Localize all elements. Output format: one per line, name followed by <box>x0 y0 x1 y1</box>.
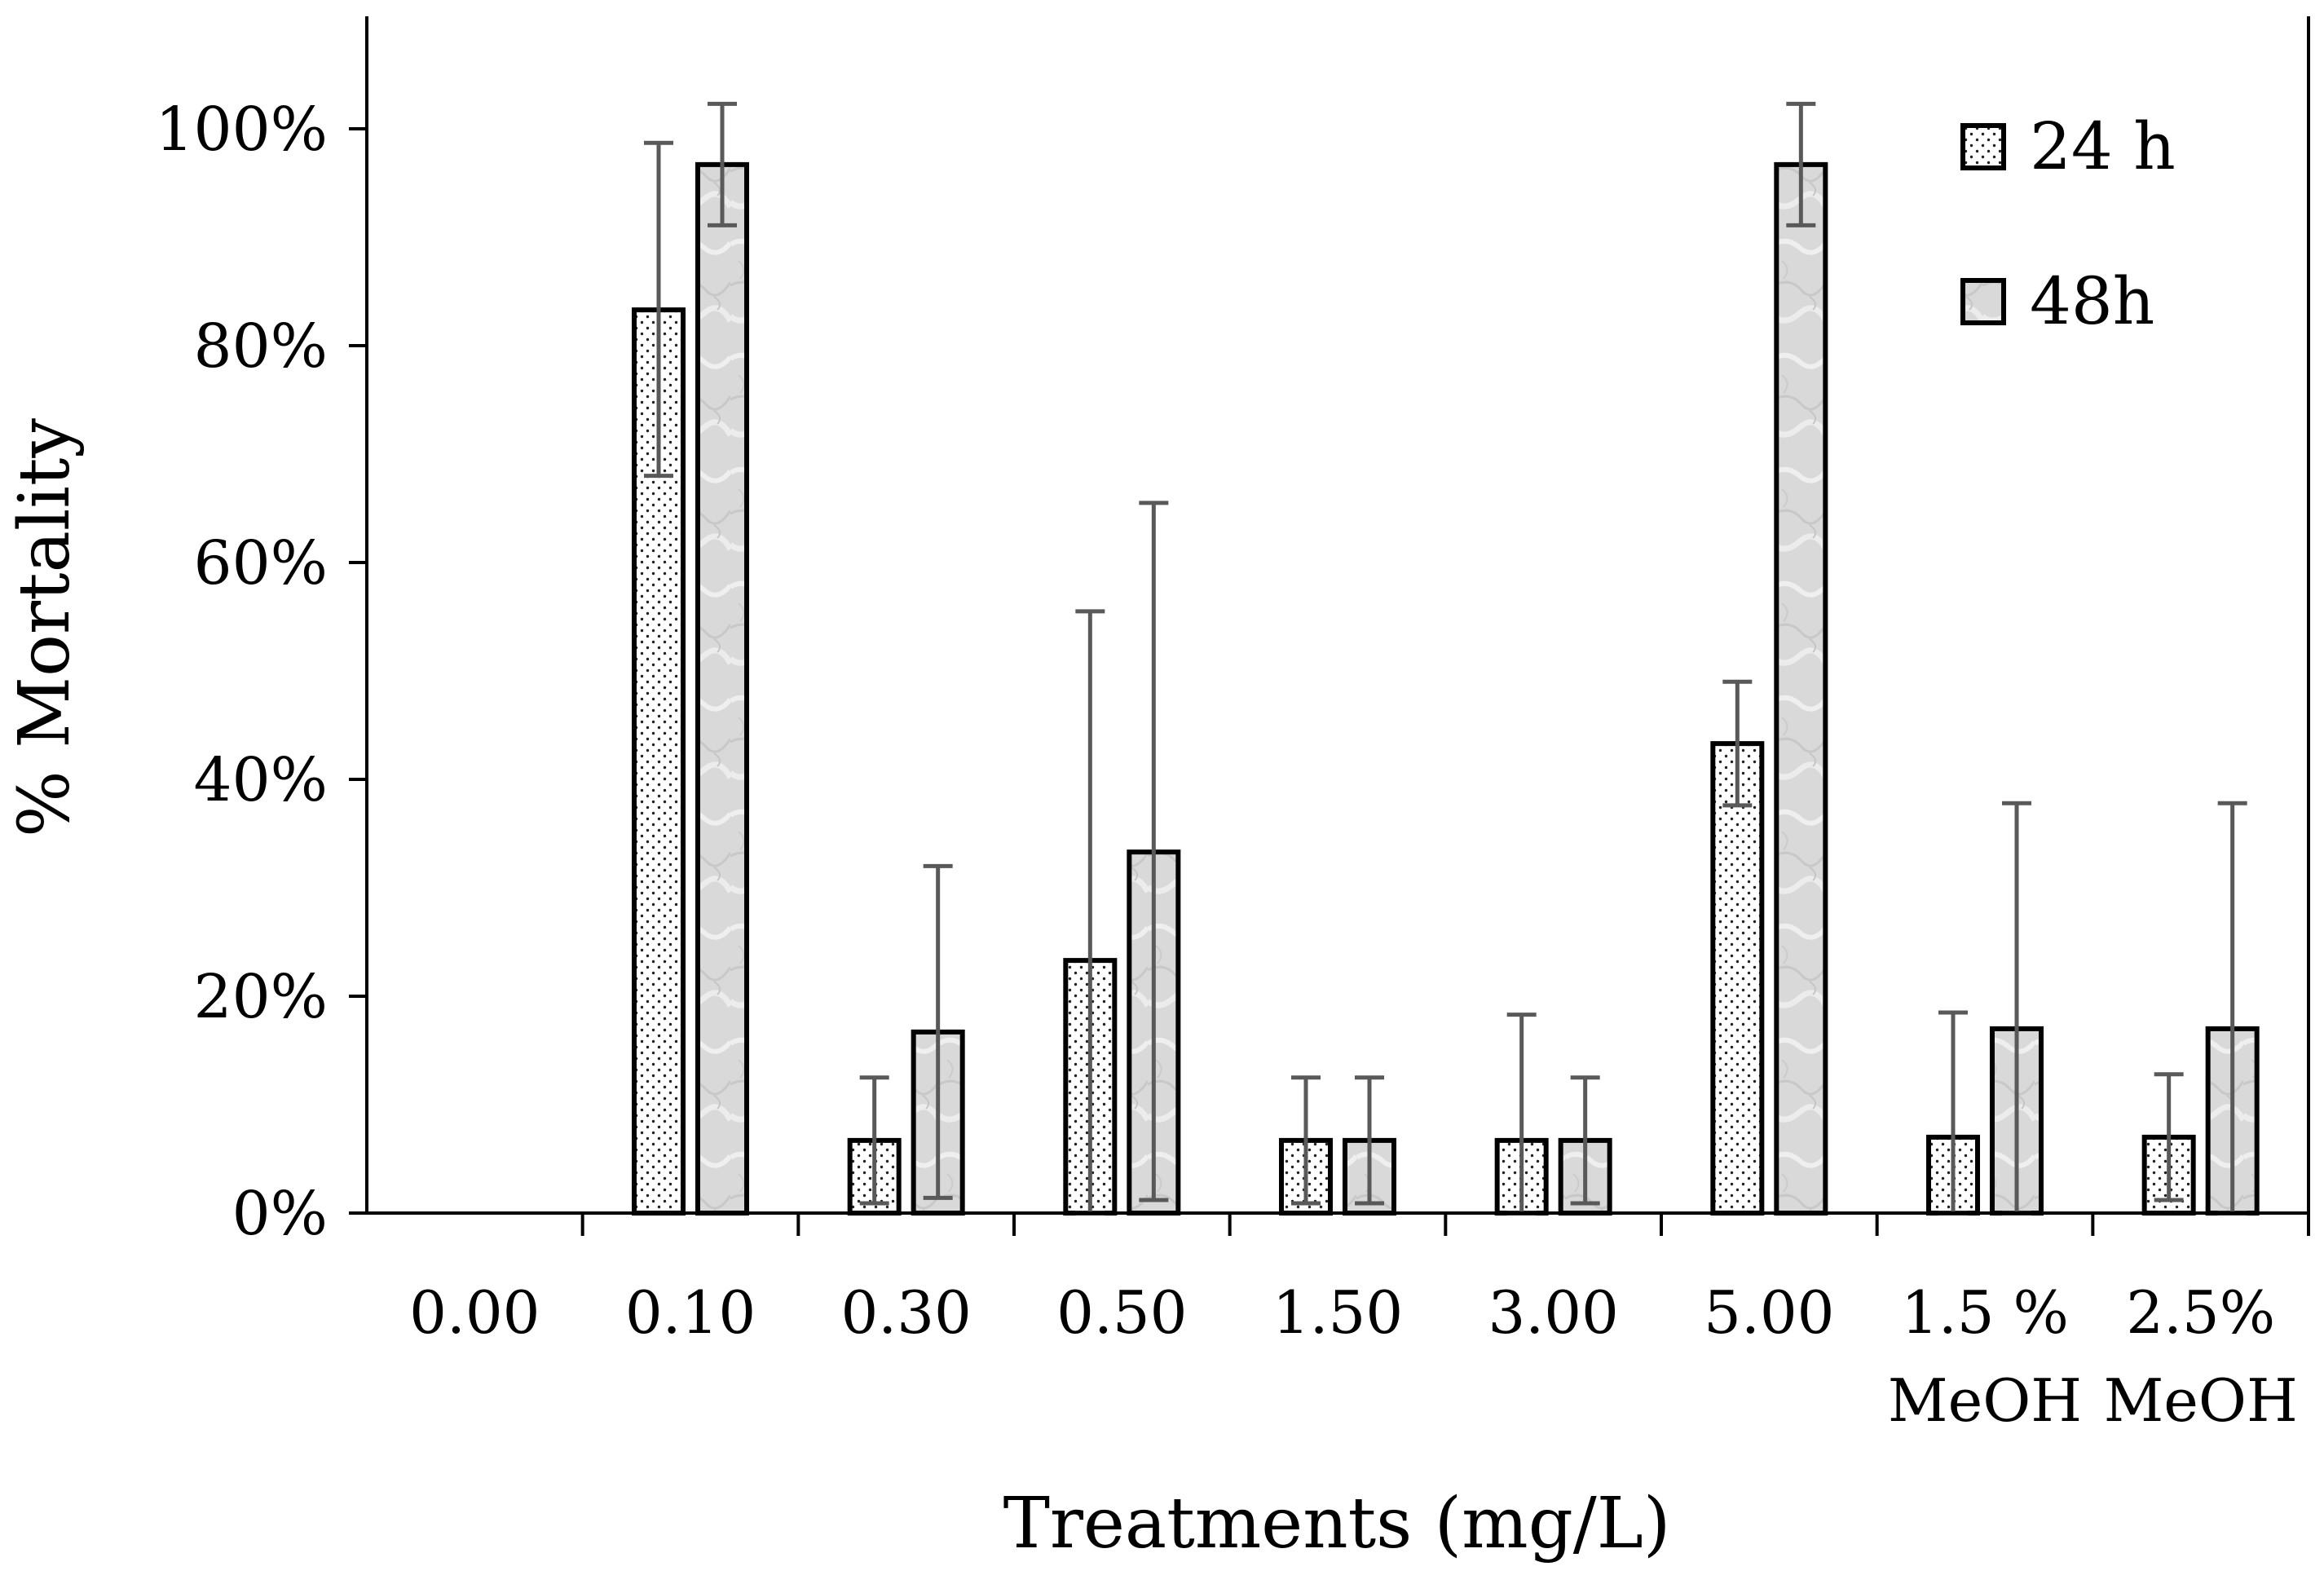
error-bar <box>859 1075 889 1206</box>
error-bar <box>2154 1072 2184 1202</box>
legend-swatch-24h <box>1960 123 2006 170</box>
error-bar <box>1139 501 1169 1202</box>
error-bar <box>644 140 673 479</box>
error-bar <box>923 863 953 1200</box>
error-bar <box>1786 101 1816 227</box>
legend-item-24h: 24 h <box>1960 108 2176 184</box>
x-tick-label: 0.10 <box>625 1278 756 1347</box>
x-tick-label: 0.50 <box>1056 1278 1187 1347</box>
y-tick-label: 60% <box>194 528 328 598</box>
bar-24h <box>1710 741 1765 1216</box>
y-tick-label: 100% <box>155 95 328 165</box>
x-tick-label: 0.30 <box>841 1278 972 1347</box>
legend-label-24h: 24 h <box>2030 108 2176 184</box>
y-axis-ticks: 0% 20% 40% 60% 80% 100% <box>155 95 367 1249</box>
x-tick-label: 5.00 <box>1704 1278 1834 1347</box>
x-tick-label-line2: MeOH <box>2104 1366 2298 1435</box>
x-tick-label: 1.5 % <box>1901 1278 2069 1347</box>
x-tick-label: 3.00 <box>1488 1278 1619 1347</box>
error-bar <box>1722 679 1753 808</box>
error-bar <box>1291 1075 1321 1206</box>
bar-48h <box>1774 161 1828 1216</box>
y-tick-label: 80% <box>194 311 328 382</box>
y-tick-label: 40% <box>194 745 328 815</box>
y-tick-label: 0% <box>232 1179 328 1249</box>
x-axis-ticks: 0.00 0.10 0.30 0.50 1.50 3.00 5.00 1.5 % MeOH 2.5… <box>409 1213 2310 1435</box>
legend-item-48h: 48h <box>1960 263 2154 339</box>
x-tick-label: 0.00 <box>409 1278 540 1347</box>
legend-swatch-48h <box>1960 278 2006 325</box>
x-tick-label-line2: MeOH <box>1888 1366 2082 1435</box>
error-bar <box>1355 1075 1384 1206</box>
x-axis-title: Treatments (mg/L) <box>1003 1483 1671 1564</box>
y-axis-title: % Mortality <box>4 418 86 837</box>
legend-label-48h: 48h <box>2030 263 2154 339</box>
error-bar <box>708 101 737 227</box>
bars <box>632 161 2260 1216</box>
bar-48h <box>695 161 749 1216</box>
error-bar <box>1570 1075 1600 1206</box>
legend: 24 h 48h <box>1960 108 2176 339</box>
y-tick-label: 20% <box>194 962 328 1032</box>
x-tick-label: 1.50 <box>1272 1278 1403 1347</box>
x-tick-label: 2.5% <box>2126 1278 2275 1347</box>
